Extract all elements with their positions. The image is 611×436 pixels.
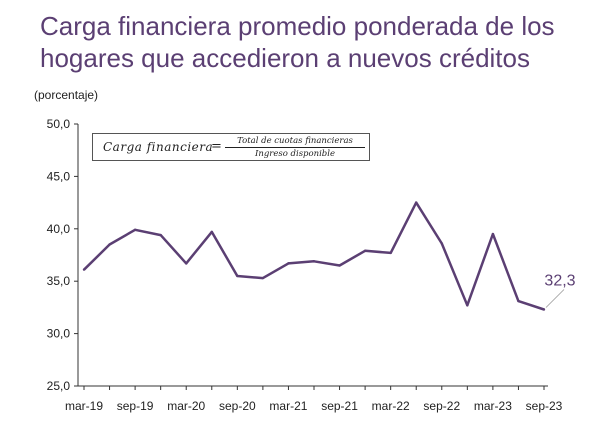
y-axis-unit-label: (porcentaje): [34, 88, 99, 102]
last-value-label: 32,3: [544, 272, 575, 289]
data-point: [542, 308, 546, 311]
data-point: [82, 268, 86, 271]
data-point: [466, 304, 469, 307]
x-tick-label: mar-23: [474, 399, 512, 413]
data-point: [108, 243, 111, 246]
x-tick-label: sep-22: [423, 399, 460, 413]
y-tick-label: 30,0: [47, 327, 71, 341]
formula-fraction: Total de cuotas financieras Ingreso disp…: [225, 136, 365, 159]
formula-denominator: Ingreso disponible: [254, 149, 335, 159]
x-tick-label: sep-23: [526, 399, 563, 413]
data-point: [440, 242, 443, 245]
data-point: [261, 276, 265, 280]
x-tick-label: sep-20: [219, 399, 256, 413]
annotation-leader-line: [545, 289, 565, 308]
y-tick-label: 45,0: [47, 169, 71, 183]
data-point: [236, 274, 239, 278]
formula-lhs: Carga financiera: [103, 140, 214, 154]
x-tick-label: mar-21: [269, 399, 307, 413]
chart-title: Carga financiera promedio ponderada de l…: [40, 11, 555, 73]
data-point: [312, 260, 316, 263]
y-tick-label: 35,0: [47, 274, 71, 288]
data-point: [210, 230, 213, 234]
formula-equals: =: [211, 139, 222, 154]
data-point: [338, 264, 341, 267]
data-point: [287, 262, 290, 265]
data-point: [491, 232, 495, 236]
x-tick-label: sep-19: [117, 399, 154, 413]
y-tick-label: 50,0: [47, 117, 71, 131]
y-tick-label: 25,0: [47, 379, 71, 393]
formula-numerator: Total de cuotas financieras: [225, 136, 365, 148]
x-tick-label: mar-19: [65, 399, 103, 413]
x-tick-label: mar-22: [372, 399, 410, 413]
data-point: [363, 249, 367, 253]
x-tick-label: mar-20: [167, 399, 205, 413]
data-point: [185, 262, 188, 265]
data-point: [517, 299, 520, 303]
data-point: [159, 233, 162, 237]
data-point: [389, 251, 392, 255]
series-line: [83, 201, 545, 311]
formula-box: Carga financiera = Total de cuotas finan…: [92, 133, 370, 161]
data-point: [133, 228, 137, 232]
y-tick-label: 40,0: [47, 222, 71, 236]
x-tick-label: sep-21: [321, 399, 358, 413]
data-point: [415, 201, 418, 204]
